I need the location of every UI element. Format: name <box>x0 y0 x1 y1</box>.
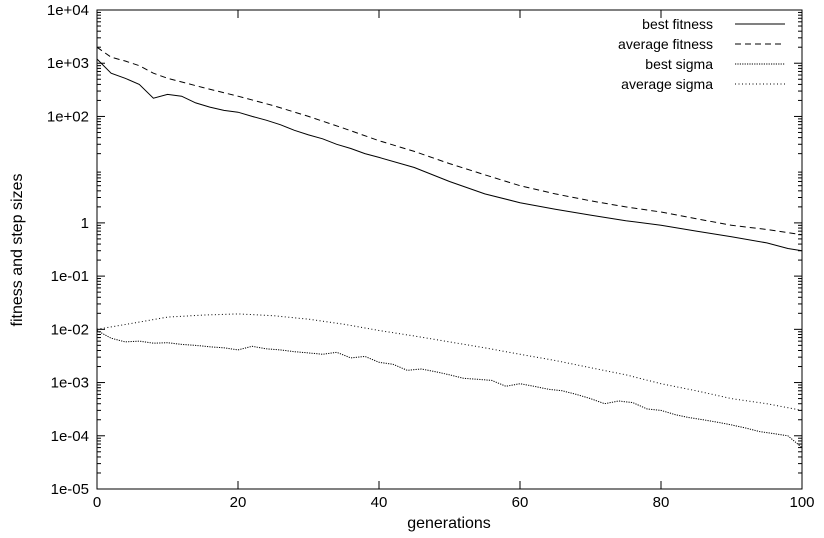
y-tick-label: 1e-05 <box>51 481 89 498</box>
y-tick-label: 1e-01 <box>51 268 89 285</box>
legend-label: average sigma <box>621 76 713 92</box>
y-tick-label: 1e+04 <box>47 2 89 19</box>
y-tick-label: 1 <box>81 215 89 232</box>
series-lines <box>96 46 803 448</box>
legend-label: best fitness <box>642 16 713 32</box>
x-axis-title: generations <box>407 515 491 532</box>
series-line <box>96 58 803 252</box>
y-axis-title: fitness and step sizes <box>9 174 26 327</box>
x-tick-label: 60 <box>512 494 529 511</box>
legend: best fitness average fitness best sigma ave… <box>618 16 785 92</box>
plot-frame <box>96 9 803 490</box>
legend-label: average fitness <box>618 36 713 52</box>
x-tick-label: 40 <box>371 494 388 511</box>
y-tick-label: 1e-04 <box>51 428 89 445</box>
y-tick-label: 1e-03 <box>51 375 89 392</box>
x-tick-label: 100 <box>789 494 814 511</box>
y-tick-label: 1e+02 <box>47 108 89 125</box>
ticks: 0 20 40 60 80 100 1e-05 1e-04 1e-03 1e-02 1e-01 1 1e… <box>47 2 815 511</box>
x-tick-label: 0 <box>93 494 101 511</box>
series-line <box>96 313 803 411</box>
series-line <box>96 46 803 236</box>
legend-label: best sigma <box>645 56 713 72</box>
x-tick-label: 20 <box>230 494 247 511</box>
series-line <box>96 330 803 448</box>
x-tick-label: 80 <box>653 494 670 511</box>
y-tick-label: 1e+03 <box>47 55 89 72</box>
y-tick-label: 1e-02 <box>51 321 89 338</box>
